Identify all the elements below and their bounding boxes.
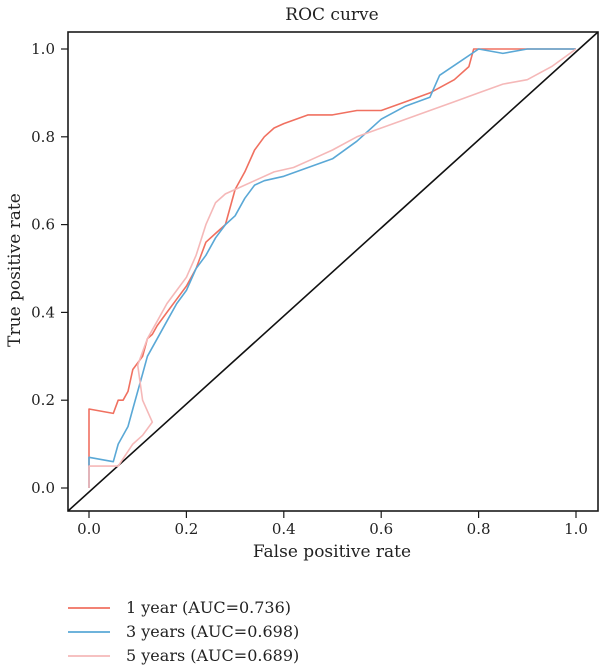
x-tick-label: 0.0 <box>77 520 101 538</box>
legend-label-3: 5 years (AUC=0.689) <box>126 646 299 665</box>
y-axis-title: True positive rate <box>5 193 25 347</box>
x-tick-label: 0.8 <box>467 520 491 538</box>
y-tick-label: 1.0 <box>31 40 55 58</box>
y-tick-label: 0.4 <box>31 303 55 321</box>
plot-frame <box>67 31 599 512</box>
series-line-1 <box>88 48 576 488</box>
y-tick-label: 0.0 <box>31 479 55 497</box>
legend-label-2: 3 years (AUC=0.698) <box>126 622 299 641</box>
chart-title: ROC curve <box>285 5 378 25</box>
series-line-2 <box>88 48 576 488</box>
series-layer <box>88 48 577 488</box>
tick-layer: 0.0 0.2 0.4 0.6 0.8 1.0 0.0 0.2 0.4 0.6 0.8 1.0 <box>31 40 588 538</box>
series-line-3 <box>88 48 577 488</box>
x-tick-label: 0.4 <box>272 520 296 538</box>
legend-label-1: 1 year (AUC=0.736) <box>126 598 291 617</box>
y-tick-label: 0.6 <box>31 216 55 234</box>
x-tick-label: 0.6 <box>369 520 393 538</box>
x-tick-label: 0.2 <box>174 520 198 538</box>
x-tick-label: 1.0 <box>564 520 588 538</box>
y-tick-label: 0.2 <box>31 391 55 409</box>
legend: 1 year (AUC=0.736) 3 years (AUC=0.698) 5 y… <box>68 598 299 665</box>
x-axis-title: False positive rate <box>253 542 411 562</box>
diagonal-reference-line <box>67 31 599 512</box>
y-tick-label: 0.8 <box>31 128 55 146</box>
